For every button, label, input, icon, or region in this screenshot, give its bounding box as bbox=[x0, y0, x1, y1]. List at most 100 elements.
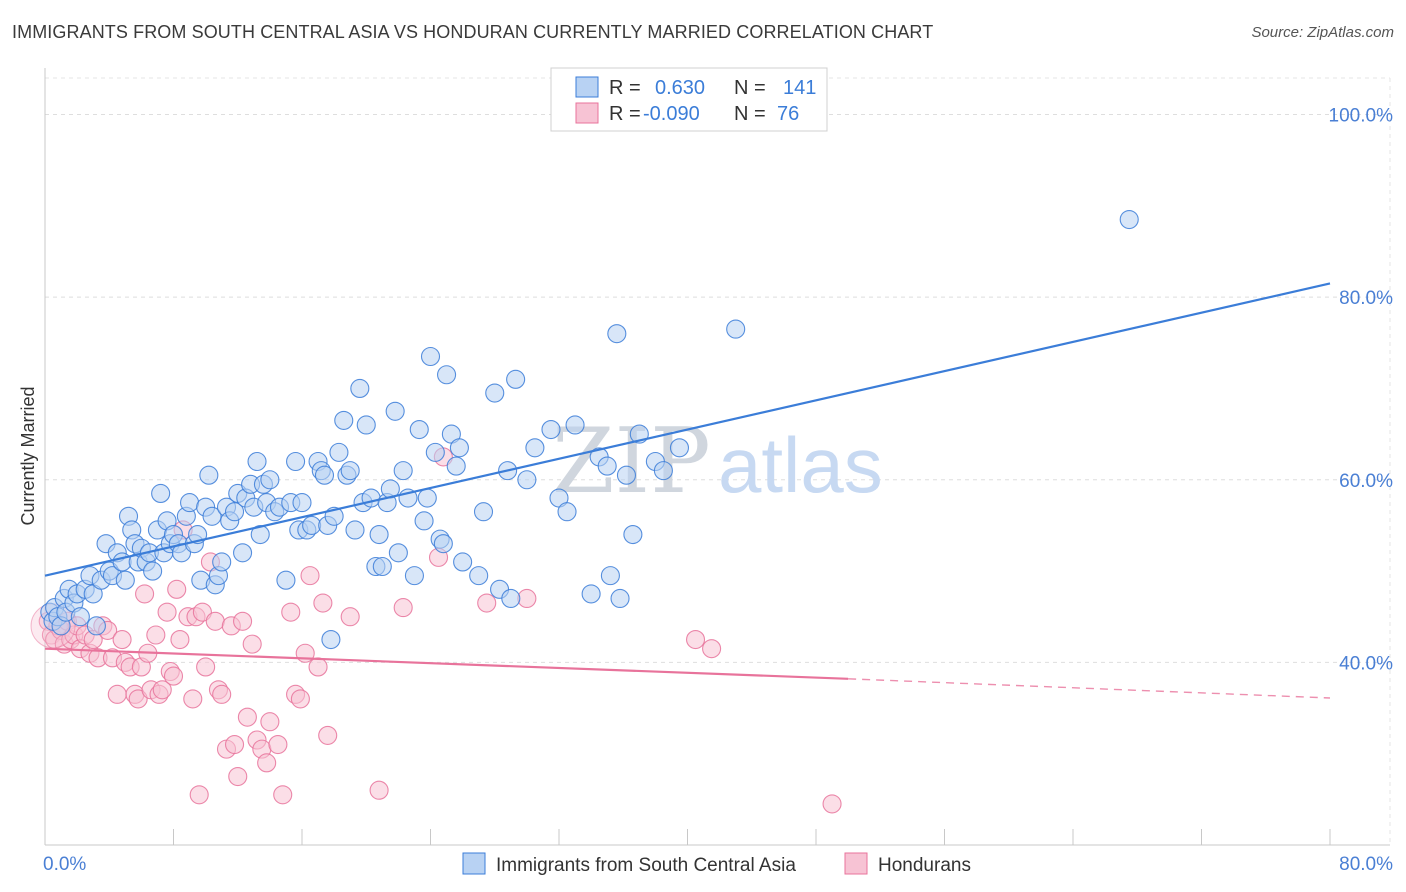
legend-pink-n-label: N = bbox=[734, 103, 766, 125]
x-tick-label-1: 80.0% bbox=[1339, 854, 1393, 875]
south-central-asia-point-31 bbox=[151, 483, 171, 504]
honduran-point-58 bbox=[268, 735, 288, 755]
legend-pink-r-value: -0.090 bbox=[643, 103, 700, 125]
honduran-point-66 bbox=[313, 593, 333, 613]
honduran-trend-line-extension bbox=[848, 678, 1331, 699]
y-tick-label-1: 60.0% bbox=[1339, 471, 1393, 492]
south-central-asia-point-123 bbox=[597, 456, 617, 476]
honduran-point-56 bbox=[257, 753, 277, 773]
watermark-atlas: atlas bbox=[718, 421, 883, 509]
south-central-asia-point-84 bbox=[356, 415, 376, 435]
honduran-point-40 bbox=[189, 785, 209, 805]
honduran-point-68 bbox=[340, 607, 360, 627]
honduran-point-59 bbox=[273, 785, 293, 805]
south-central-asia-point-82 bbox=[350, 378, 370, 399]
south-central-asia-point-75 bbox=[321, 630, 341, 650]
south-central-asia-point-77 bbox=[329, 442, 349, 462]
south-central-asia-point-127 bbox=[616, 465, 637, 485]
south-central-asia-point-29 bbox=[143, 561, 163, 581]
south-central-asia-point-102 bbox=[433, 534, 453, 554]
honduran-point-76 bbox=[702, 639, 722, 659]
south-central-asia-point-53 bbox=[233, 543, 253, 563]
south-central-asia-point-68 bbox=[292, 493, 312, 513]
south-central-asia-point-66 bbox=[286, 451, 306, 472]
south-central-asia-point-107 bbox=[453, 552, 473, 572]
honduran-point-19 bbox=[112, 630, 132, 650]
south-central-asia-point-95 bbox=[404, 566, 424, 586]
south-central-asia-point-73 bbox=[314, 465, 335, 485]
south-central-asia-point-103 bbox=[437, 365, 457, 385]
y-tick-label-3: 100.0% bbox=[1329, 106, 1394, 127]
honduran-point-65 bbox=[308, 657, 328, 677]
south-central-asia-point-21 bbox=[115, 570, 135, 590]
south-central-asia-point-119 bbox=[557, 502, 577, 522]
south-central-asia-point-120 bbox=[565, 415, 585, 435]
south-central-asia-point-131 bbox=[653, 461, 673, 481]
south-central-asia-point-124 bbox=[600, 566, 620, 586]
south-central-asia-point-96 bbox=[409, 419, 429, 440]
south-central-asia-point-88 bbox=[372, 556, 392, 577]
south-central-asia-point-115 bbox=[517, 470, 537, 490]
correlation-legend: R = 0.630 N = 141 R = -0.090 N = 76 bbox=[550, 67, 828, 132]
south-central-asia-point-126 bbox=[610, 588, 630, 609]
south-central-asia-point-10 bbox=[70, 607, 90, 627]
honduran-point-51 bbox=[233, 611, 253, 631]
honduran-point-28 bbox=[146, 625, 166, 645]
x-tick-label-0: 0.0% bbox=[43, 854, 86, 875]
south-central-asia-point-87 bbox=[369, 524, 389, 545]
honduran-point-53 bbox=[242, 634, 262, 654]
south-central-asia-point-100 bbox=[425, 442, 445, 462]
tick-labels: 40.0% 60.0% 80.0% 100.0% 0.0% 80.0% bbox=[43, 106, 1393, 875]
south-central-asia-point-97 bbox=[414, 511, 434, 531]
honduran-point-67 bbox=[318, 725, 338, 745]
south-central-asia-point-134 bbox=[1119, 209, 1139, 230]
hondurans-points bbox=[30, 447, 842, 814]
bottom-legend-blue-swatch bbox=[462, 852, 486, 875]
south-central-asia-trend-line bbox=[44, 282, 1331, 577]
bottom-legend-pink-swatch bbox=[844, 852, 868, 875]
honduran-point-64 bbox=[300, 566, 320, 586]
honduran-point-31 bbox=[157, 602, 177, 622]
legend-pink-swatch bbox=[575, 102, 599, 124]
south-central-asia-point-125 bbox=[607, 324, 627, 344]
honduran-point-62 bbox=[290, 689, 310, 709]
south-central-asia-point-93 bbox=[393, 461, 413, 481]
chart-source: Source: ZipAtlas.com bbox=[1251, 24, 1394, 41]
south-central-asia-point-64 bbox=[276, 570, 296, 590]
south-central-asia-point-121 bbox=[581, 584, 601, 604]
south-central-asia-points bbox=[40, 209, 1139, 650]
honduran-point-30 bbox=[152, 680, 172, 700]
legend-pink-n-value: 76 bbox=[777, 103, 799, 125]
chart-title: IMMIGRANTS FROM SOUTH CENTRAL ASIA VS HO… bbox=[12, 22, 934, 42]
honduran-point-75 bbox=[685, 630, 706, 650]
honduran-point-70 bbox=[393, 598, 413, 618]
south-central-asia-point-132 bbox=[669, 438, 690, 458]
south-central-asia-point-58 bbox=[250, 524, 270, 545]
honduran-point-52 bbox=[237, 707, 257, 727]
axes bbox=[44, 68, 1390, 846]
honduran-trend-line bbox=[44, 647, 849, 680]
south-central-asia-point-61 bbox=[260, 470, 280, 490]
south-central-asia-point-85 bbox=[361, 488, 381, 508]
south-central-asia-point-108 bbox=[469, 566, 489, 586]
y-tick-label-0: 40.0% bbox=[1339, 653, 1393, 674]
honduran-point-25 bbox=[135, 584, 155, 604]
honduran-point-46 bbox=[212, 684, 232, 704]
honduran-point-35 bbox=[170, 630, 190, 650]
legend-blue-n-label: N = bbox=[734, 77, 766, 99]
south-central-asia-point-48 bbox=[212, 552, 232, 572]
legend-blue-n-value: 141 bbox=[783, 77, 816, 99]
south-central-asia-point-109 bbox=[473, 502, 494, 522]
south-central-asia-point-128 bbox=[623, 524, 643, 545]
honduran-point-73 bbox=[477, 593, 497, 613]
south-central-asia-point-99 bbox=[420, 346, 441, 367]
legend-blue-swatch bbox=[575, 76, 599, 98]
honduran-point-38 bbox=[183, 689, 203, 709]
honduran-point-18 bbox=[107, 684, 127, 704]
trend-lines bbox=[44, 282, 1331, 699]
legend-blue-r-value: 0.630 bbox=[655, 77, 705, 99]
south-central-asia-point-57 bbox=[247, 451, 267, 472]
south-central-asia-point-51 bbox=[224, 502, 245, 522]
south-central-asia-point-45 bbox=[202, 506, 222, 526]
south-central-asia-point-106 bbox=[449, 438, 469, 458]
